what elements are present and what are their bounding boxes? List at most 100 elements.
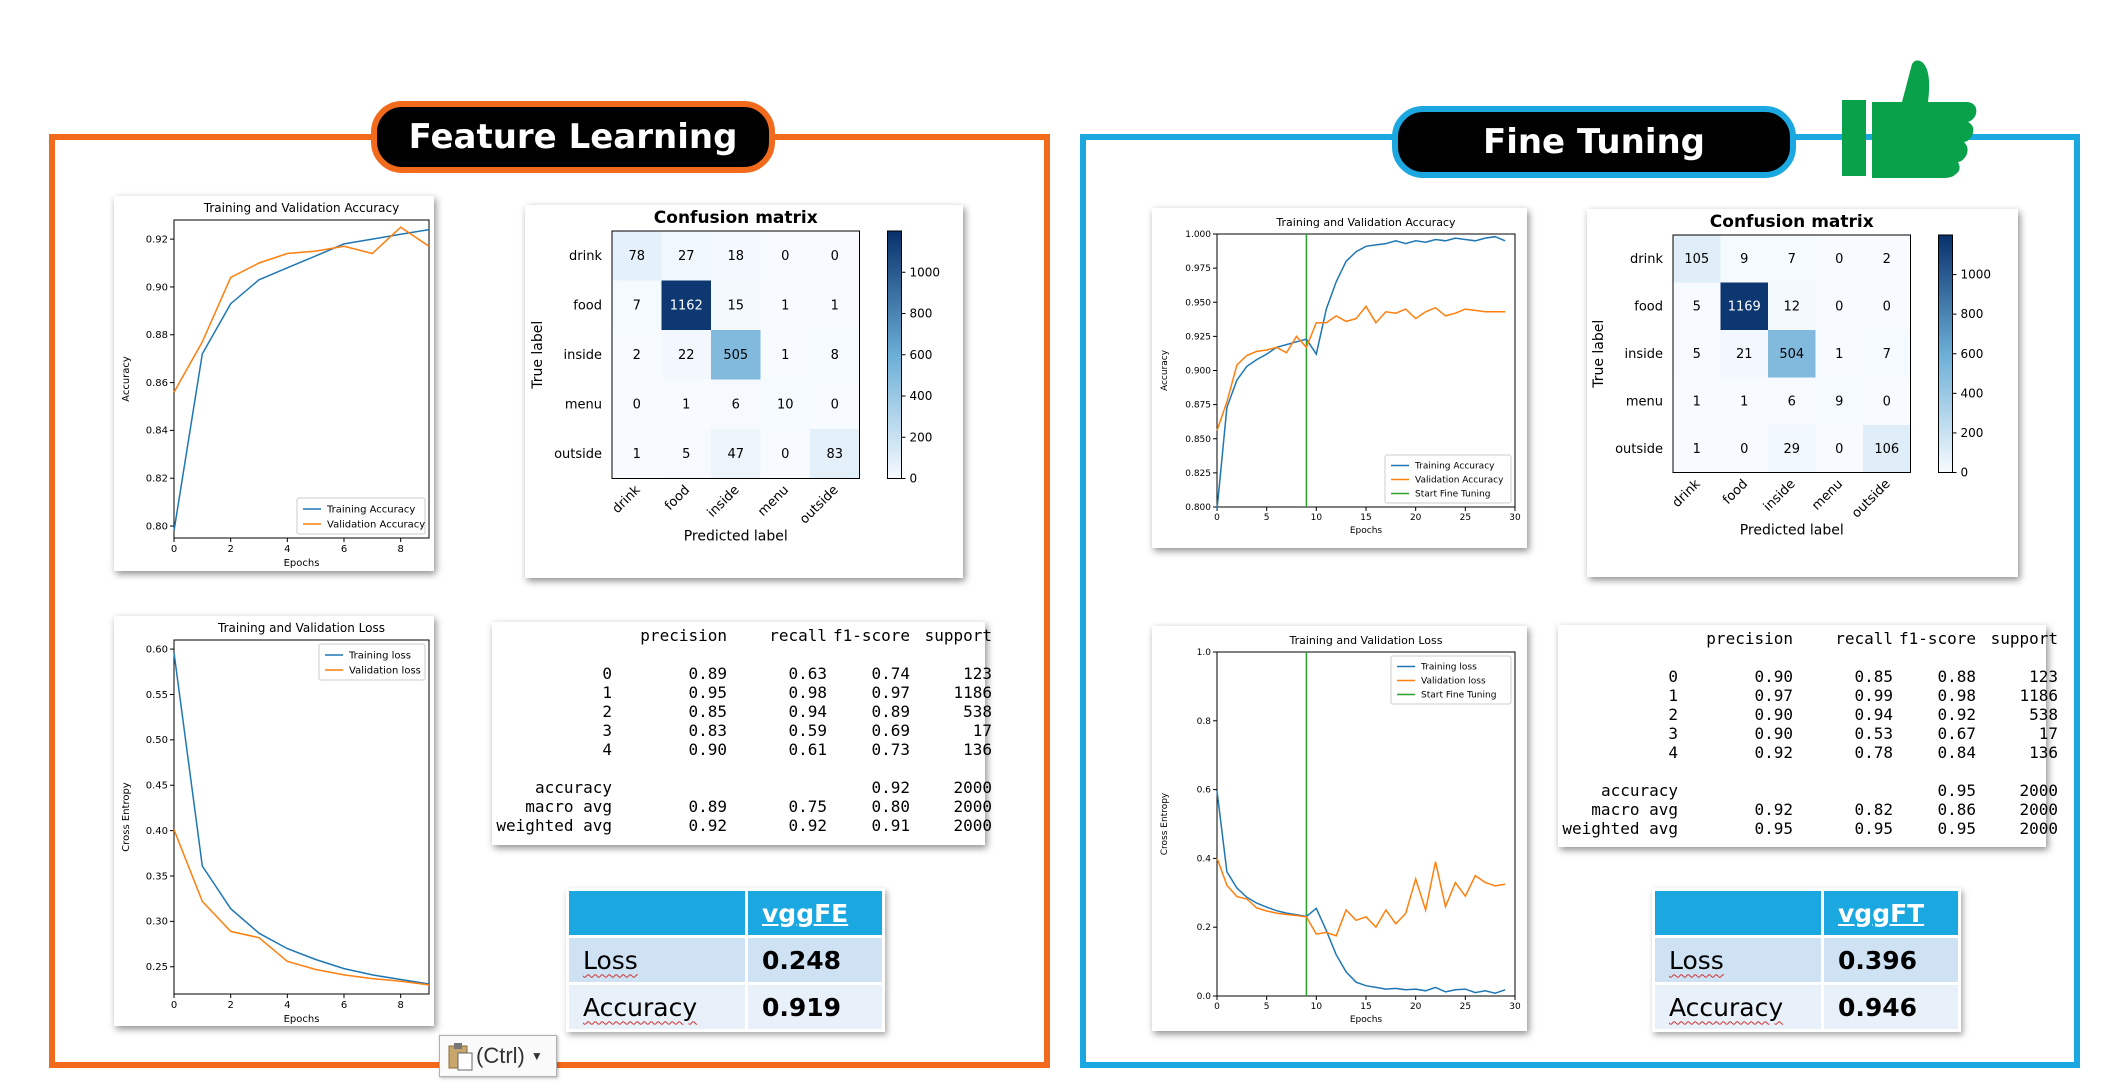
y-tick-label: 0.900 — [1185, 367, 1211, 377]
report-cell: 0.90 — [1754, 667, 1793, 686]
colorbar-tick-label: 800 — [910, 307, 933, 321]
report-cell: 538 — [963, 702, 992, 721]
y-tick-label: 0.950 — [1185, 298, 1211, 308]
row-label: outside — [1615, 442, 1663, 457]
y-tick-label: 0.25 — [146, 962, 168, 973]
matrix-cell-value: 0 — [1835, 442, 1843, 457]
x-tick-label: 8 — [397, 544, 403, 555]
report-cell: 0.67 — [1937, 724, 1976, 743]
x-axis-label: Epochs — [284, 1014, 320, 1025]
matrix-cell-value: 2 — [1883, 252, 1891, 267]
matrix-cell — [612, 330, 662, 380]
report-cell: 0.63 — [788, 664, 827, 683]
fe-confusion-card: Confusion matrix 78 27 18 0 0 7 1162 15 1 1 2 22 505 1… — [525, 205, 963, 578]
legend-label: Start Fine Tuning — [1421, 691, 1496, 701]
report-cell: 0.53 — [1854, 724, 1893, 743]
report-cell: 0.94 — [1854, 705, 1893, 724]
report-row-label: 1 — [602, 683, 612, 702]
y-tick-label: 0.850 — [1185, 435, 1211, 445]
x-axis-label: Predicted label — [1740, 523, 1844, 539]
x-tick-label: 5 — [1264, 513, 1270, 523]
x-tick-label: 15 — [1360, 513, 1371, 523]
colorbar-tick-label: 1000 — [1961, 268, 1992, 282]
report-cell: 123 — [963, 664, 992, 683]
series-line-1 — [173, 226, 430, 393]
y-tick-label: 0.82 — [146, 474, 168, 485]
matrix-cell — [1673, 235, 1721, 283]
clipboard-icon — [448, 1043, 473, 1071]
report-header-cell: f1-score — [832, 626, 910, 645]
colorbar-tick-label: 600 — [1961, 347, 1984, 361]
row-label: menu — [565, 398, 602, 413]
report-cell: 0.95 — [1854, 819, 1893, 838]
y-tick-label: 0.2 — [1197, 923, 1211, 933]
x-tick-label: 15 — [1360, 1002, 1371, 1012]
col-label: menu — [755, 483, 792, 520]
report-row: 3 0.83 0.59 0.69 17 — [492, 721, 992, 740]
report-row-label: 3 — [1668, 724, 1678, 743]
matrix-cell — [810, 429, 860, 479]
legend-box — [1390, 655, 1512, 705]
paste-options-button[interactable]: (Ctrl) ▼ — [439, 1035, 557, 1077]
matrix-cell-value: 1162 — [670, 299, 703, 314]
matrix-cell — [1720, 282, 1768, 330]
colorbar — [1938, 234, 1953, 473]
matrix-cell-value: 0 — [1835, 252, 1843, 267]
fe-acc-label-text: Accuracy — [583, 992, 698, 1022]
matrix-cell — [1863, 330, 1911, 378]
report-cell: 0.86 — [1937, 800, 1976, 819]
legend-label: Start Fine Tuning — [1415, 490, 1490, 500]
matrix-cell-value: 8 — [831, 348, 839, 363]
legend-label: Training Accuracy — [1414, 462, 1495, 472]
report-row: weighted avg 0.95 0.95 0.95 2000 — [1558, 819, 2058, 838]
fe-accuracy-card: Training and Validation Accuracy 0 2 4 6 8 0.8… — [114, 196, 434, 571]
ft-loss-chart: Training and Validation Loss 0 5 10 15 20 25 30… — [1160, 634, 1521, 1025]
x-tick-label: 4 — [284, 1000, 290, 1011]
chart-title: Training and Validation Loss — [1288, 634, 1442, 647]
series-line-0 — [1216, 790, 1506, 994]
colorbar-tick-label: 200 — [910, 430, 933, 444]
fe-metrics-header-blank — [566, 888, 748, 938]
y-tick-label: 0.8 — [1197, 717, 1212, 727]
matrix-cell — [612, 231, 662, 281]
report-cell: 123 — [2029, 667, 2058, 686]
matrix-cell-value: 1 — [781, 348, 789, 363]
report-cell: 0.78 — [1854, 743, 1893, 762]
report-header-cell: support — [924, 626, 992, 645]
report-cell: 0.90 — [688, 740, 727, 759]
report-row-label: 4 — [1668, 743, 1678, 762]
colorbar-tick-label: 200 — [1961, 426, 1984, 440]
report-cell: 0.91 — [871, 816, 910, 835]
y-tick-label: 0.92 — [146, 234, 168, 245]
report-cell: 0.92 — [871, 778, 910, 797]
report-cell: 0.89 — [871, 702, 910, 721]
chevron-down-icon: ▼ — [530, 1049, 543, 1063]
report-cell: 0.98 — [1937, 686, 1976, 705]
report-header-cell: recall — [1835, 629, 1893, 648]
report-header-cell: recall — [769, 626, 827, 645]
y-tick-label: 0.6 — [1197, 786, 1212, 796]
matrix-cell — [711, 330, 761, 380]
ft-model-name: vggFT — [1821, 888, 1961, 938]
report-cell: 0.95 — [1937, 781, 1976, 800]
matrix-cell-value: 15 — [727, 299, 744, 314]
colorbar-tick-label: 400 — [910, 389, 933, 403]
ft-classification-report: precision recall f1-score support 0 0.90 0.85 0… — [1558, 625, 2058, 847]
y-tick-label: 0.875 — [1185, 401, 1211, 411]
report-row-label: macro avg — [1591, 800, 1678, 819]
report-row-label: weighted avg — [496, 816, 612, 835]
matrix-cell — [1815, 330, 1863, 378]
report-row-label: 4 — [602, 740, 612, 759]
report-cell: 2000 — [2019, 800, 2058, 819]
legend-label: Training loss — [348, 650, 411, 661]
matrix-cell — [1815, 282, 1863, 330]
matrix-cell — [661, 330, 711, 380]
col-label: drink — [1670, 476, 1704, 510]
report-row: 2 0.85 0.94 0.89 538 — [492, 702, 992, 721]
matrix-cell — [612, 280, 662, 330]
matrix-cell-value: 0 — [831, 249, 839, 264]
matrix-cell-value: 0 — [1740, 442, 1748, 457]
report-cell: 0.83 — [688, 721, 727, 740]
report-cell: 0.90 — [1754, 705, 1793, 724]
